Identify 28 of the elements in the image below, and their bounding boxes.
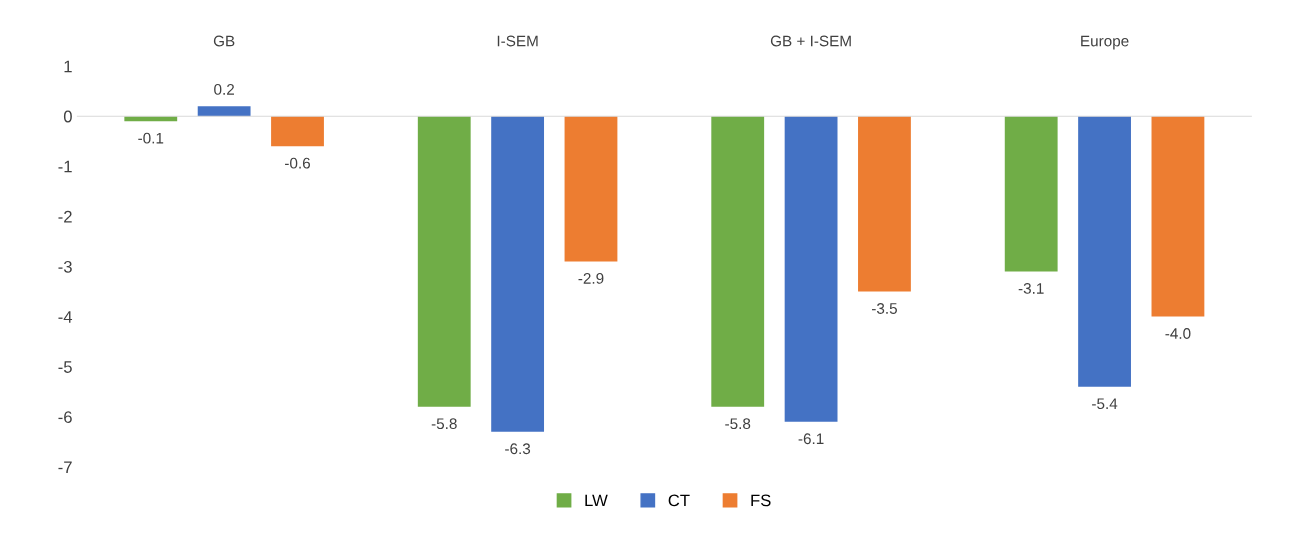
- y-tick-label: -2: [58, 210, 72, 223]
- y-tick-label: -3: [58, 260, 72, 273]
- y-tick-label: -6: [58, 411, 72, 424]
- y-tick-label: 1: [64, 60, 72, 73]
- y-tick-label: -4: [58, 311, 73, 323]
- x-tick-label: I-SEM: [497, 35, 538, 47]
- y-tick-label: -7: [58, 461, 72, 473]
- data-label: -3.1: [1018, 283, 1044, 294]
- y-tick-label: -1: [58, 160, 72, 173]
- data-label: -5.4: [1092, 398, 1118, 410]
- x-tick-label: Europe: [1081, 35, 1129, 50]
- data-label: -0.1: [138, 132, 164, 144]
- data-label: -2.9: [578, 273, 604, 284]
- data-label: -5.8: [725, 418, 751, 430]
- x-tick-label: GB: [213, 35, 235, 47]
- legend-label: CT: [668, 494, 690, 507]
- data-label: -0.6: [285, 157, 310, 169]
- data-label: -3.5: [871, 303, 897, 314]
- legend-label: FS: [751, 494, 771, 507]
- x-tick-label: GB + I-SEM: [770, 35, 851, 47]
- data-label: 0.2: [214, 84, 234, 95]
- y-tick-label: -5: [58, 361, 72, 373]
- data-label: -4.0: [1165, 328, 1191, 339]
- y-tick-label: 0: [63, 110, 72, 123]
- data-label: -6.3: [505, 443, 531, 455]
- legend-label: LW: [585, 494, 608, 507]
- data-label: -6.1: [798, 433, 824, 445]
- data-label: -5.8: [431, 418, 457, 430]
